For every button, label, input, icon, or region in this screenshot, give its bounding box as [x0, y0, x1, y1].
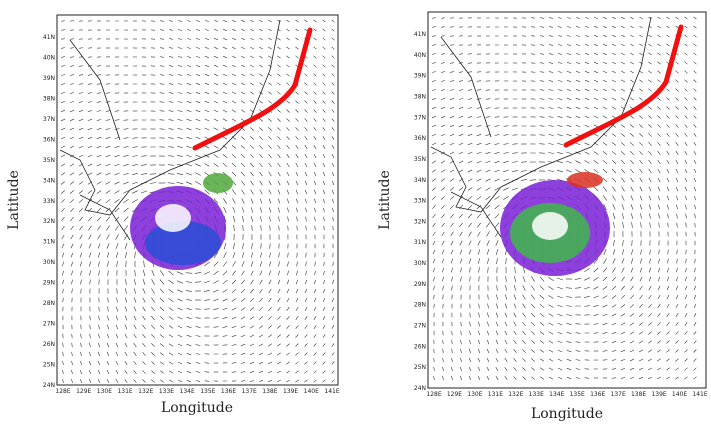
y-tick-label: 24N: [43, 382, 55, 389]
x-tick-label: 141E: [324, 388, 339, 395]
x-tick-label: 128E: [55, 388, 70, 395]
coastline: [59, 19, 281, 241]
rain-area: [155, 204, 191, 232]
y-tick-label: 36N: [414, 135, 426, 142]
x-axis-label: Longitude: [161, 400, 233, 416]
x-tick-label: 129E: [447, 391, 462, 398]
y-tick-label: 28N: [414, 302, 426, 309]
wind-vectors: [60, 19, 335, 384]
y-tick-label: 41N: [414, 31, 426, 38]
y-tick-label: 35N: [43, 157, 55, 164]
y-tick-label: 25N: [43, 362, 55, 369]
y-tick-label: 30N: [43, 259, 55, 266]
x-tick-label: 132E: [138, 388, 153, 395]
rain-area: [145, 221, 221, 265]
x-tick-label: 134E: [549, 391, 564, 398]
y-tick-label: 28N: [43, 300, 55, 307]
y-tick-label: 32N: [414, 218, 426, 225]
y-tick-label: 37N: [43, 116, 55, 123]
y-tick-label: 30N: [414, 260, 426, 267]
y-tick-label: 33N: [414, 198, 426, 205]
x-tick-label: 136E: [221, 388, 236, 395]
y-tick-label: 40N: [414, 52, 426, 59]
y-tick-label: 25N: [414, 364, 426, 371]
x-tick-label: 138E: [631, 391, 646, 398]
x-tick-label: 131E: [488, 391, 503, 398]
y-axis-label: Latitude: [6, 170, 22, 230]
rain-area: [203, 173, 233, 193]
x-tick-label: 137E: [242, 388, 257, 395]
y-tick-label: 35N: [414, 156, 426, 163]
y-tick-label: 29N: [414, 281, 426, 288]
y-tick-label: 32N: [43, 218, 55, 225]
x-tick-label: 132E: [508, 391, 523, 398]
x-axis-label: Longitude: [531, 406, 603, 422]
y-tick-label: 34N: [43, 177, 55, 184]
y-tick-label: 24N: [414, 385, 426, 392]
x-tick-label: 130E: [467, 391, 482, 398]
x-tick-label: 128E: [426, 391, 441, 398]
y-axis-label: Latitude: [377, 170, 393, 230]
y-tick-label: 27N: [414, 323, 426, 330]
y-tick-label: 26N: [43, 341, 55, 348]
x-tick-label: 131E: [117, 388, 132, 395]
x-tick-label: 130E: [97, 388, 112, 395]
x-tick-label: 133E: [529, 391, 544, 398]
y-tick-label: 27N: [43, 321, 55, 328]
map-panel: 41N 40N 39N 38N 37N 36N 35N 34N 33N 32N 31N 30N 29N 2…: [377, 11, 708, 422]
y-tick-label: 26N: [414, 343, 426, 350]
y-tick-label: 39N: [414, 73, 426, 80]
x-tick-label: 137E: [611, 391, 626, 398]
x-tick-label: 139E: [651, 391, 666, 398]
y-tick-label: 41N: [43, 34, 55, 41]
x-tick-label: 136E: [590, 391, 605, 398]
y-tick-label: 38N: [43, 95, 55, 102]
coastline: [430, 16, 652, 238]
front-line: [192, 27, 313, 151]
y-tick-label: 31N: [43, 239, 55, 246]
x-tick-label: 140E: [304, 388, 319, 395]
y-tick-label: 40N: [43, 54, 55, 61]
y-tick-label: 31N: [414, 239, 426, 246]
map-panel: 41N 40N 39N 38N 37N 36N 35N 34N 33N 32N 31N 30N 29N 2…: [6, 14, 340, 416]
front-line: [563, 24, 684, 148]
y-tick-label: 36N: [43, 136, 55, 143]
x-tick-label: 140E: [672, 391, 687, 398]
y-tick-label: 37N: [414, 114, 426, 121]
x-tick-label: 141E: [692, 391, 707, 398]
x-tick-label: 129E: [76, 388, 91, 395]
rain-area: [532, 212, 568, 240]
rain-area: [567, 172, 603, 188]
x-tick-label: 138E: [262, 388, 277, 395]
x-tick-label: 134E: [180, 388, 195, 395]
y-tick-label: 38N: [414, 93, 426, 100]
y-tick-label: 34N: [414, 177, 426, 184]
y-tick-label: 29N: [43, 280, 55, 287]
y-tick-label: 39N: [43, 75, 55, 82]
x-tick-label: 135E: [570, 391, 585, 398]
x-tick-label: 133E: [159, 388, 174, 395]
y-tick-label: 33N: [43, 198, 55, 205]
x-tick-label: 135E: [200, 388, 215, 395]
x-tick-label: 139E: [283, 388, 298, 395]
